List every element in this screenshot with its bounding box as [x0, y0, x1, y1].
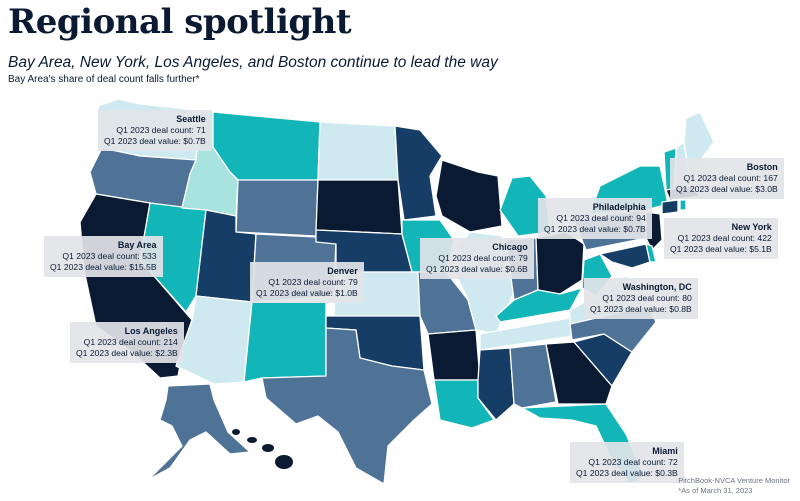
callout-city: Denver	[327, 266, 358, 276]
callout-bay-area: Bay Area Q1 2023 deal count: 533 Q1 2023…	[44, 236, 163, 277]
callout-value: Q1 2023 deal value: $0.8B	[590, 304, 692, 314]
callout-new-york: New York Q1 2023 deal count: 422 Q1 2023…	[664, 218, 778, 259]
state-wisconsin	[435, 159, 503, 233]
callout-value: Q1 2023 deal value: $15.5B	[50, 262, 157, 272]
callout-count: Q1 2023 deal count: 94	[556, 213, 646, 223]
callout-value: Q1 2023 deal value: $0.7B	[104, 136, 206, 146]
state-ohio	[535, 231, 585, 295]
callout-city: Boston	[746, 162, 778, 172]
callout-value: Q1 2023 deal value: $0.7B	[544, 224, 646, 234]
callout-count: Q1 2023 deal count: 79	[438, 253, 528, 263]
state-georgia	[545, 341, 613, 405]
callout-value: Q1 2023 deal value: $1.0B	[256, 288, 358, 298]
page-note: Bay Area's share of deal count falls fur…	[8, 74, 200, 85]
callout-count: Q1 2023 deal count: 80	[602, 293, 692, 303]
state-kentucky	[495, 287, 583, 323]
callout-city: Chicago	[492, 242, 528, 252]
callout-city: Philadelphia	[592, 202, 646, 212]
callout-count: Q1 2023 deal count: 71	[116, 125, 206, 135]
callout-denver: Denver Q1 2023 deal count: 79 Q1 2023 de…	[250, 262, 364, 303]
callout-city: Miami	[652, 446, 678, 456]
source-note: PitchBook-NVCA Venture Monitor *As of Ma…	[678, 476, 790, 496]
callout-miami: Miami Q1 2023 deal count: 72 Q1 2023 dea…	[570, 442, 684, 483]
state-north-dakota	[317, 121, 399, 181]
state-montana	[212, 111, 321, 181]
state-minnesota	[394, 125, 443, 221]
callout-philadelphia: Philadelphia Q1 2023 deal count: 94 Q1 2…	[538, 198, 652, 239]
state-texas	[261, 327, 433, 485]
callout-count: Q1 2023 deal count: 533	[62, 251, 157, 261]
callout-city: Bay Area	[117, 240, 157, 250]
state-michigan	[499, 175, 551, 237]
source-line: PitchBook-NVCA Venture Monitor	[678, 476, 790, 485]
callout-city: Seattle	[176, 114, 206, 124]
callout-chicago: Chicago Q1 2023 deal count: 79 Q1 2023 d…	[420, 238, 534, 279]
callout-count: Q1 2023 deal count: 422	[677, 233, 772, 243]
state-maryland	[599, 243, 651, 269]
state-arkansas	[427, 329, 481, 381]
callout-count: Q1 2023 deal count: 214	[83, 337, 178, 347]
callout-count: Q1 2023 deal count: 72	[588, 457, 678, 467]
state-new-mexico	[243, 301, 327, 383]
callout-city: Los Angeles	[124, 326, 178, 336]
state-alabama	[509, 343, 557, 409]
state-delaware	[645, 243, 657, 263]
state-connecticut	[661, 199, 679, 215]
state-south-dakota	[315, 179, 403, 235]
callout-value: Q1 2023 deal value: $5.1B	[670, 244, 772, 254]
state-hawaii	[232, 429, 293, 469]
callout-count: Q1 2023 deal count: 167	[683, 173, 778, 183]
callout-count: Q1 2023 deal count: 79	[268, 277, 358, 287]
footnote-line: *As of March 31, 2023	[678, 486, 753, 495]
page-subtitle: Bay Area, New York, Los Angeles, and Bos…	[8, 54, 498, 71]
callout-washington-dc: Washington, DC Q1 2023 deal count: 80 Q1…	[584, 278, 698, 319]
state-wyoming	[235, 179, 319, 237]
state-rhode-island	[679, 199, 687, 211]
callout-seattle: Seattle Q1 2023 deal count: 71 Q1 2023 d…	[98, 110, 212, 151]
callout-value: Q1 2023 deal value: $0.3B	[576, 468, 678, 478]
callout-boston: Boston Q1 2023 deal count: 167 Q1 2023 d…	[670, 158, 784, 199]
callout-value: Q1 2023 deal value: $2.3B	[76, 348, 178, 358]
callout-city: Washington, DC	[622, 282, 692, 292]
callout-value: Q1 2023 deal value: $0.6B	[426, 264, 528, 274]
state-alaska	[147, 383, 251, 481]
callout-city: New York	[731, 222, 772, 232]
page-title: Regional spotlight	[8, 2, 352, 42]
callout-los-angeles: Los Angeles Q1 2023 deal count: 214 Q1 2…	[70, 322, 184, 363]
callout-value: Q1 2023 deal value: $3.0B	[676, 184, 778, 194]
